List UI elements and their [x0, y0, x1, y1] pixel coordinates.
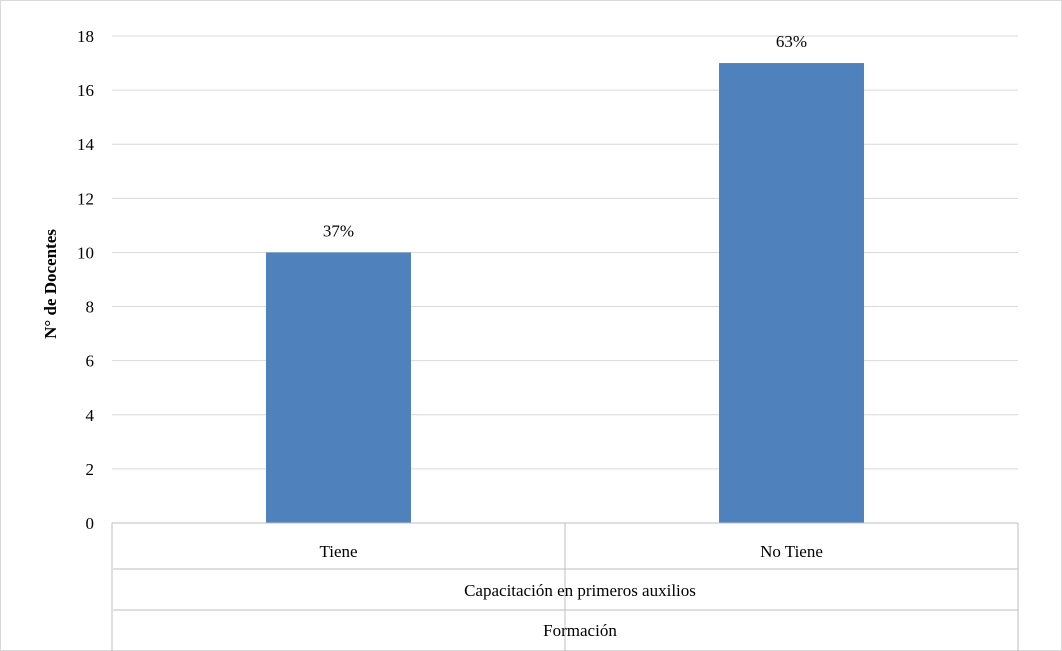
y-tick-label: 2 — [86, 460, 95, 479]
data-label: 37% — [323, 221, 354, 240]
y-tick-label: 14 — [77, 135, 95, 154]
y-tick-label: 16 — [77, 81, 94, 100]
y-tick-label: 0 — [86, 514, 95, 533]
x-category-labels: Tiene No Tiene — [319, 542, 822, 561]
gridlines — [112, 35, 1018, 470]
y-tick-label: 4 — [86, 406, 95, 425]
x-category-label: No Tiene — [760, 542, 823, 561]
y-axis-title: N° de Docentes — [41, 229, 60, 339]
y-tick-label: 12 — [77, 189, 94, 208]
y-tick-label: 18 — [77, 27, 94, 46]
x-category-label: Tiene — [319, 542, 357, 561]
axes — [111, 522, 1019, 651]
y-tick-label: 10 — [77, 243, 94, 262]
y-tick-labels: 0 2 4 6 8 10 12 14 16 18 — [77, 27, 95, 533]
x-axis-title: Formación — [543, 621, 617, 640]
x-axis-group-label: Capacitación en primeros auxilios — [464, 581, 696, 600]
data-labels: 37% 63% — [323, 32, 807, 240]
y-tick-label: 6 — [86, 352, 95, 371]
bar — [266, 252, 411, 523]
y-tick-label: 8 — [86, 298, 95, 317]
bars — [266, 63, 864, 524]
data-label: 63% — [776, 32, 807, 51]
bar — [719, 63, 864, 524]
